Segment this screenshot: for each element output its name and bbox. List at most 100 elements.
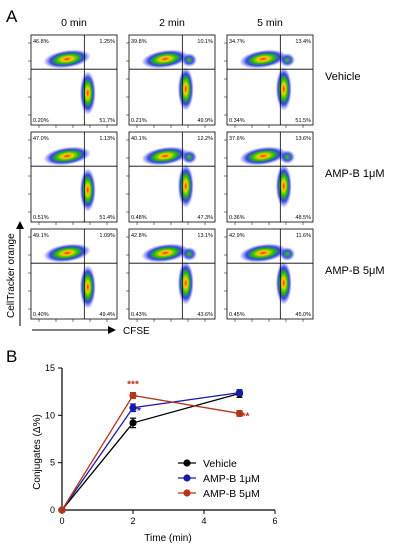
quadrant-upper-right-pct: 13.4%: [295, 39, 311, 45]
data-point: [129, 391, 137, 400]
legend-label: AMP-B 1μM: [203, 473, 260, 485]
flow-cytometry-grid: 0 min 2 min 5 min Vehicle AMP-B 1μM AMP-B 5μM…: [28, 17, 385, 322]
row-header: Vehicle: [325, 71, 360, 83]
flow-plot: 47.0% 1.13% 0.51% 51.4%: [28, 131, 118, 225]
quadrant-lower-left-pct: 0.45%: [229, 312, 245, 318]
upper-right-population: [279, 247, 296, 261]
lower-right-population: [177, 164, 194, 208]
quadrant-upper-right-pct: 13.6%: [295, 136, 311, 142]
quadrant-lower-right-pct: 47.3%: [197, 215, 213, 221]
flow-plot: 42.9% 11.6% 0.45% 45.0%: [224, 228, 314, 322]
plot-frame: [30, 34, 118, 126]
y-arrow-head: [16, 221, 24, 229]
quadrant-upper-left-pct: 40.1%: [131, 136, 147, 142]
data-point: [129, 419, 137, 427]
column-header: 0 min: [61, 17, 87, 29]
flow-x-axis-label: CFSE: [123, 326, 150, 337]
quadrant-lower-left-pct: 0.40%: [33, 312, 49, 318]
lower-right-population: [177, 261, 194, 305]
x-arrow-head: [108, 326, 116, 334]
quadrant-lower-left-pct: 0.34%: [229, 118, 245, 124]
flow-y-axis-label: CellTracker orange: [6, 233, 17, 318]
quadrant-lower-right-pct: 43.6%: [197, 312, 213, 318]
plot-frame: [30, 131, 118, 223]
quadrant-upper-left-pct: 46.8%: [33, 39, 49, 45]
flow-plot: 46.8% 1.25% 0.20% 51.7%: [28, 34, 118, 128]
lower-right-population: [275, 261, 292, 305]
plot-frame: [226, 131, 314, 223]
lower-right-population: [79, 265, 96, 309]
y-tick-label: 0: [50, 505, 55, 515]
chart-y-axis-label: Conjugates (Δ%): [32, 414, 43, 490]
flow-plot: 39.8% 10.1% 0.21% 49.9%: [126, 34, 216, 128]
upper-left-population: [141, 146, 189, 166]
quadrant-lower-left-pct: 0.48%: [131, 215, 147, 221]
significance-annotation: ***: [238, 411, 250, 422]
legend-marker: [183, 474, 191, 482]
data-point: [58, 506, 66, 514]
upper-left-population: [239, 146, 287, 166]
x-tick-label: 6: [272, 516, 277, 526]
quadrant-lower-right-pct: 45.0%: [295, 312, 311, 318]
quadrant-upper-right-pct: 12.2%: [197, 136, 213, 142]
chart-axes: 0 5 10 15 0 2 4 6: [45, 363, 278, 526]
upper-left-population: [43, 146, 91, 166]
x-tick-label: 2: [130, 516, 135, 526]
plot-frame: [128, 34, 216, 126]
plot-frame: [226, 34, 314, 126]
quadrant-upper-right-pct: 1.13%: [99, 136, 115, 142]
upper-right-population: [279, 53, 296, 67]
quadrant-upper-right-pct: 1.25%: [99, 39, 115, 45]
legend-marker: [183, 459, 191, 467]
quadrant-upper-left-pct: 42.9%: [229, 233, 245, 239]
row-header: AMP-B 1μM: [325, 168, 385, 180]
chart-series: ********: [58, 379, 250, 514]
flow-plot: 42.8% 13.1% 0.43% 43.6%: [126, 228, 216, 322]
quadrant-lower-left-pct: 0.20%: [33, 118, 49, 124]
quadrant-upper-right-pct: 10.1%: [197, 39, 213, 45]
quadrant-upper-right-pct: 11.6%: [296, 233, 311, 239]
lower-right-population: [275, 67, 292, 111]
chart-x-axis-label: Time (min): [144, 533, 191, 544]
plot-frame: [226, 228, 314, 320]
quadrant-upper-left-pct: 37.6%: [229, 136, 245, 142]
flow-plot: 40.1% 12.2% 0.48% 47.3%: [126, 131, 216, 225]
quadrant-upper-left-pct: 34.7%: [229, 39, 245, 45]
upper-left-population: [43, 243, 91, 263]
row-header: AMP-B 5μM: [325, 265, 385, 277]
upper-right-population: [279, 150, 296, 164]
quadrant-upper-left-pct: 49.1%: [33, 233, 49, 239]
quadrant-upper-right-pct: 13.1%: [197, 233, 213, 239]
quadrant-lower-right-pct: 49.4%: [99, 312, 115, 318]
y-tick-label: 5: [50, 458, 55, 468]
plot-frame: [30, 228, 118, 320]
upper-left-population: [141, 49, 189, 69]
plot-frame: [128, 131, 216, 223]
lower-right-population: [79, 168, 96, 212]
quadrant-lower-right-pct: 51.7%: [99, 118, 115, 124]
data-point: [235, 389, 244, 397]
data-point: [129, 404, 137, 412]
chart-legend: Vehicle AMP-B 1μM AMP-B 5μM: [178, 458, 260, 500]
column-header: 5 min: [257, 17, 283, 29]
series-2: *** ***: [58, 379, 250, 514]
flow-plot: 37.6% 13.6% 0.36% 48.5%: [224, 131, 314, 225]
quadrant-lower-right-pct: 51.5%: [295, 118, 311, 124]
lower-right-population: [275, 164, 292, 208]
y-tick-label: 10: [45, 410, 55, 420]
upper-left-population: [43, 49, 91, 69]
data-point: [235, 409, 244, 418]
quadrant-lower-right-pct: 51.4%: [99, 215, 115, 221]
quadrant-lower-left-pct: 0.21%: [131, 118, 147, 124]
quadrant-lower-right-pct: 48.5%: [295, 215, 311, 221]
upper-right-population: [181, 150, 198, 164]
quadrant-upper-left-pct: 42.8%: [131, 233, 147, 239]
upper-left-population: [239, 49, 287, 69]
upper-left-population: [141, 243, 189, 263]
flow-plot: 34.7% 13.4% 0.34% 51.5%: [224, 34, 314, 128]
plot-frame: [128, 228, 216, 320]
quadrant-lower-right-pct: 49.9%: [197, 118, 213, 124]
upper-right-population: [181, 247, 198, 261]
